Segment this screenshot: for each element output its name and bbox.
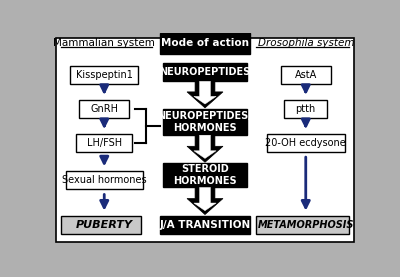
Polygon shape [187, 188, 223, 214]
FancyBboxPatch shape [163, 63, 247, 81]
Text: NEUROPEPTIDES/
HORMONES: NEUROPEPTIDES/ HORMONES [158, 111, 252, 133]
FancyBboxPatch shape [284, 100, 328, 118]
Text: AstA: AstA [295, 70, 317, 80]
FancyBboxPatch shape [56, 37, 354, 242]
Text: METAMORPHOSIS: METAMORPHOSIS [258, 220, 354, 230]
Text: Kisspeptin1: Kisspeptin1 [76, 70, 133, 80]
Text: Mode of action: Mode of action [161, 38, 249, 48]
FancyBboxPatch shape [160, 33, 250, 53]
Text: ptth: ptth [296, 104, 316, 114]
Polygon shape [194, 135, 216, 158]
Text: GnRH: GnRH [90, 104, 118, 114]
FancyBboxPatch shape [267, 134, 344, 152]
Text: 20-OH ecdysone: 20-OH ecdysone [265, 138, 346, 148]
FancyBboxPatch shape [163, 109, 247, 135]
FancyBboxPatch shape [70, 66, 138, 84]
Text: STEROID
HORMONES: STEROID HORMONES [173, 164, 237, 186]
Text: NEUROPEPTIDES: NEUROPEPTIDES [159, 67, 251, 77]
FancyBboxPatch shape [76, 134, 132, 152]
Text: Sexual hormones: Sexual hormones [62, 175, 146, 185]
Polygon shape [187, 136, 223, 162]
Text: PUBERTY: PUBERTY [76, 220, 133, 230]
FancyBboxPatch shape [256, 216, 349, 234]
Polygon shape [187, 82, 223, 108]
Text: LH/FSH: LH/FSH [87, 138, 122, 148]
FancyBboxPatch shape [163, 163, 247, 187]
FancyBboxPatch shape [281, 66, 330, 84]
FancyBboxPatch shape [66, 171, 143, 189]
FancyBboxPatch shape [61, 216, 142, 234]
Text: J/A TRANSITION: J/A TRANSITION [159, 220, 251, 230]
FancyBboxPatch shape [160, 216, 250, 234]
FancyBboxPatch shape [80, 100, 129, 118]
Polygon shape [194, 188, 216, 211]
Text: Drosophila system: Drosophila system [258, 38, 354, 48]
Text: Mammalian system: Mammalian system [53, 38, 155, 48]
Polygon shape [194, 81, 216, 104]
